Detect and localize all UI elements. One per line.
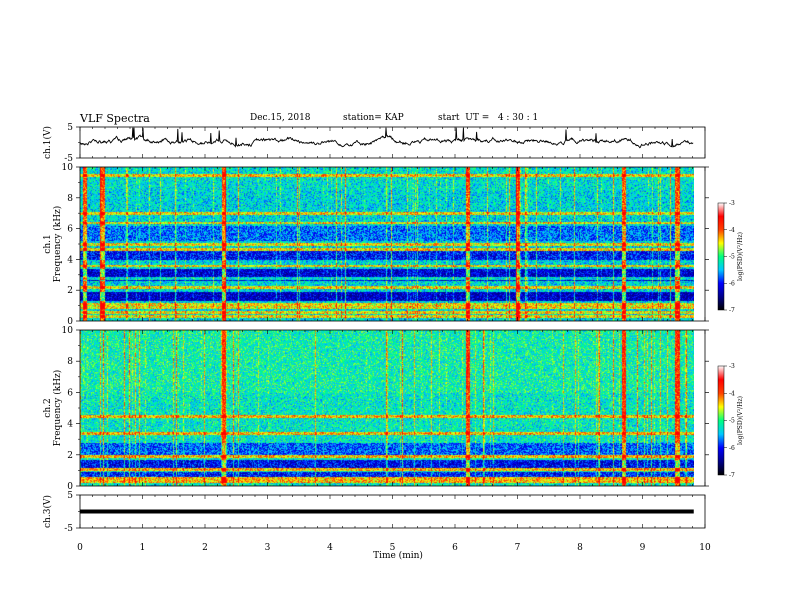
x-tick-label: 0 — [77, 543, 83, 553]
ch3-waveform-ylabel: ch.3(V) — [42, 495, 53, 528]
x-axis-label: Time (min) — [373, 550, 423, 561]
ch2-spectrogram-ylabel: Frequency (kHz) — [52, 370, 63, 447]
x-tick-label: 6 — [452, 543, 458, 553]
ch2-spectrogram-ytick-label: 2 — [67, 451, 73, 461]
ch1-spectrogram-colorbar-tick-label: -3 — [729, 200, 735, 207]
ch1-spectrogram-ytick-label: 8 — [67, 194, 73, 204]
ch2-spectrogram-colorbar-tick-label: -7 — [729, 472, 735, 479]
ch1-spectrogram-colorbar-tick-label: -6 — [729, 280, 735, 287]
ch2-spectrogram-colorbar-tick-label: -6 — [729, 445, 735, 452]
ch2-spectrogram-ytick-label: 0 — [67, 482, 73, 492]
x-tick-label: 8 — [577, 543, 583, 553]
ch1-spectrogram-ytick-label: 0 — [67, 317, 73, 327]
station-label: station= KAP — [343, 113, 404, 123]
ch1-spectrogram-image — [80, 167, 694, 321]
x-tick-label: 10 — [699, 543, 711, 553]
ch2-spectrogram-image — [80, 330, 694, 486]
ch1-spectrogram-ytick-label: 4 — [67, 255, 73, 265]
ch1-waveform-trace — [79, 127, 694, 149]
start-time-label: start UT = 4 : 30 : 1 — [438, 113, 539, 123]
ch2-spectrogram-ytick-label: 6 — [67, 388, 73, 398]
x-tick-label: 3 — [265, 543, 271, 553]
figure-title: VLF Spectra — [80, 112, 150, 125]
x-tick-label: 2 — [202, 543, 208, 553]
ch1-spectrogram-ytick-label: 2 — [67, 286, 73, 296]
ch1-waveform-ytick-label: -5 — [64, 154, 73, 164]
ch2-spectrogram-ytick-label: 8 — [67, 357, 73, 367]
ch2-spectrogram-colorbar-tick-label: -5 — [729, 418, 735, 425]
ch2-spectrogram-ytick-label: 4 — [67, 420, 73, 430]
ch2-spectrogram-colorbar — [717, 365, 725, 476]
ch1-spectrogram-colorbar — [717, 202, 725, 311]
date-label: Dec.15, 2018 — [250, 113, 311, 123]
x-tick-label: 5 — [390, 543, 396, 553]
x-tick-label: 1 — [140, 543, 146, 553]
ch1-waveform-ytick-label: 5 — [67, 123, 73, 133]
ch1-spectrogram-colorbar-tick-label: -4 — [729, 227, 735, 234]
ch1-spectrogram-colorbar-tick-label: -5 — [729, 254, 735, 261]
ch2-spectrogram-colorbar-label: log(PSD)(V²/Hz) — [737, 396, 744, 445]
ch2-spectrogram-ylabel-channel: ch.2 — [43, 398, 53, 417]
ch1-spectrogram-ytick-label: 10 — [62, 163, 74, 173]
ch1-waveform-ylabel: ch.1(V) — [42, 126, 53, 159]
x-tick-label: 7 — [515, 543, 521, 553]
ch1-spectrogram-ytick-label: 6 — [67, 225, 73, 235]
x-tick-label: 4 — [327, 543, 333, 553]
ch2-spectrogram-colorbar-tick-label: -4 — [729, 390, 735, 397]
ch2-spectrogram-colorbar-tick-label: -3 — [729, 363, 735, 370]
x-tick-label: 9 — [640, 543, 646, 553]
ch2-spectrogram-ytick-label: 10 — [62, 326, 74, 336]
ch1-spectrogram-colorbar-label: log(PSD)(V²/Hz) — [737, 232, 744, 281]
ch3-waveform-ytick-label: -5 — [64, 524, 73, 534]
ch1-spectrogram-ylabel: Frequency (kHz) — [52, 206, 63, 283]
ch1-spectrogram-ylabel-channel: ch.1 — [43, 234, 53, 253]
ch1-spectrogram-colorbar-tick-label: -7 — [729, 307, 735, 314]
ch3-waveform-ytick-label: 5 — [67, 491, 73, 501]
